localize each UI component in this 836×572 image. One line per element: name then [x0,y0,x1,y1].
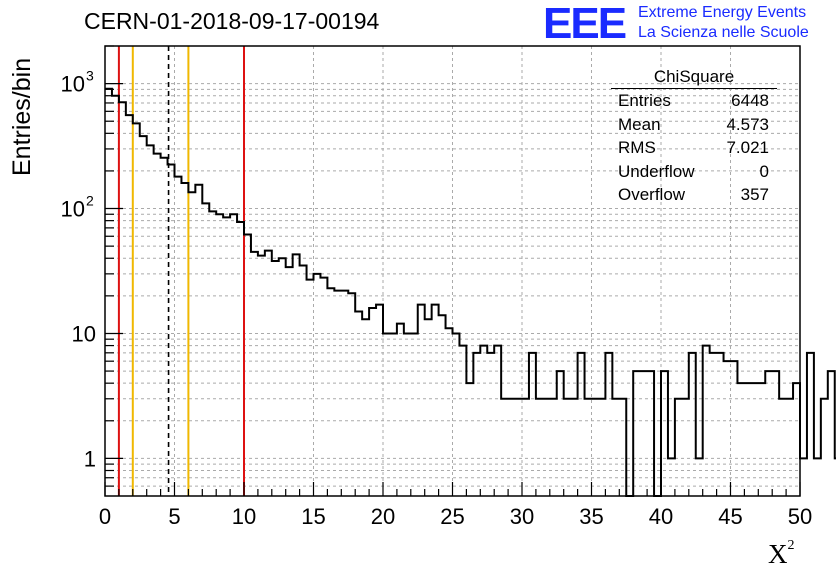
stats-label: RMS [618,138,656,157]
y-tick-label: 10 [72,321,96,346]
stats-value: 4.573 [726,114,769,134]
logo-line-1: Extreme Energy Events [638,4,807,21]
stats-value: 6448 [731,91,769,110]
histogram-series [105,87,836,497]
plot-title: CERN-01-2018-09-17-00194 [84,8,380,34]
stats-title: ChiSquare [611,66,777,89]
x-tick-label: 50 [788,504,812,529]
y-tick-exponent: 2 [86,193,94,209]
reference-lines [117,46,245,496]
eee-logo: EEE [543,0,627,48]
x-tick-label: 20 [371,504,395,529]
x-tick-label: 15 [301,504,325,529]
x-tick-label: 0 [99,504,111,529]
x-tick-label: 10 [232,504,256,529]
grid-lines [105,45,800,496]
stats-row-entries: Entries 6448 [613,89,777,113]
x-axis-label-exponent: 2 [787,538,795,553]
stats-row-rms: RMS 7.021 [613,136,777,160]
x-tick-labels: 0 5 10 15 20 25 30 35 40 45 50 [99,504,812,529]
y-axis-label: Entries/bin [8,57,36,176]
x-axis-label-base: X [768,539,788,569]
axis-ticks [104,45,801,496]
stats-label: Mean [618,114,661,134]
stats-value: 7.021 [726,138,769,157]
stats-label: Underflow [618,161,695,181]
x-tick-label: 40 [649,504,673,529]
stats-box: ChiSquare Entries 6448 Mean 4.573 RMS 7.… [611,66,777,207]
x-tick-label: 45 [718,504,742,529]
x-tick-label: 35 [579,504,603,529]
x-tick-label: 5 [168,504,180,529]
stats-label: Entries [618,91,671,110]
stats-row-overflow: Overflow 357 [613,183,777,207]
x-axis-label: X2 [768,538,795,570]
stats-label: Overflow [618,185,686,204]
stats-value: 357 [740,185,769,204]
x-tick-label: 25 [440,504,464,529]
logo-line-2: La Scienza nelle Scuole [638,24,809,41]
stats-row-mean: Mean 4.573 [613,113,777,137]
stats-value: 0 [759,161,769,181]
x-tick-label: 30 [510,504,534,529]
y-tick-label: 10 [61,197,85,222]
y-tick-exponent: 3 [86,68,94,84]
stats-row-underflow: Underflow 0 [613,160,777,184]
y-tick-label: 10 [61,72,85,97]
y-tick-label: 1 [84,446,96,471]
